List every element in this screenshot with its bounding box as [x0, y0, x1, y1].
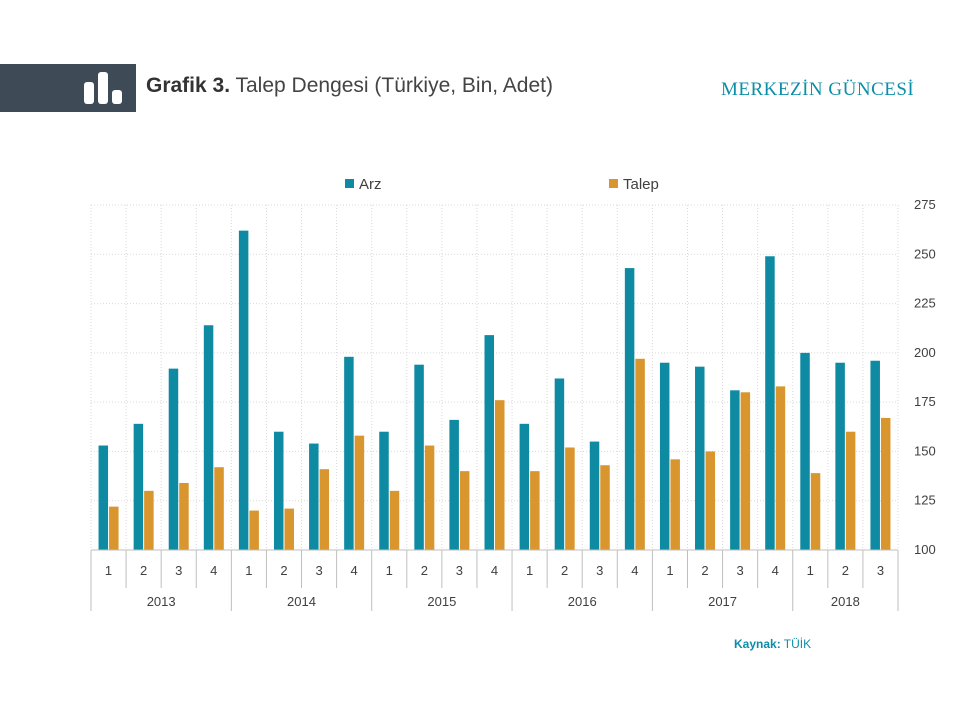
- bar-talep: [705, 451, 716, 550]
- legend-swatch-talep: [609, 179, 618, 188]
- bar-arz: [98, 445, 109, 550]
- y-tick-label: 100: [914, 542, 936, 557]
- x-tick-label: 2: [280, 563, 287, 578]
- bar-arz: [519, 423, 530, 550]
- bar-arz: [379, 431, 389, 550]
- y-tick-label: 200: [914, 345, 936, 360]
- bar-arz: [344, 356, 354, 550]
- x-tick-label: 4: [631, 563, 638, 578]
- bar-arz: [133, 423, 144, 550]
- bar-arz: [800, 352, 810, 550]
- y-tick-label: 125: [914, 493, 936, 508]
- bar-talep: [845, 431, 856, 550]
- title-text: Talep Dengesi (Türkiye, Bin, Adet): [230, 74, 553, 97]
- y-tick-label: 250: [914, 246, 936, 261]
- bar-arz: [484, 335, 494, 550]
- y-tick-label: 275: [914, 197, 936, 212]
- x-tick-label: 1: [105, 563, 112, 578]
- year-label: 2014: [287, 594, 316, 609]
- x-tick-label: 2: [561, 563, 568, 578]
- x-tick-label: 3: [456, 563, 463, 578]
- bar-talep: [354, 435, 365, 550]
- legend-label-arz: Arz: [359, 176, 382, 193]
- bar-talep: [530, 471, 540, 550]
- bar-talep: [249, 510, 259, 550]
- bar-talep: [810, 473, 821, 550]
- bar-arz: [870, 360, 880, 550]
- bar-arz: [273, 431, 284, 550]
- bar-talep: [495, 400, 505, 550]
- bar-talep: [670, 459, 680, 550]
- source-value: TÜİK: [780, 637, 812, 651]
- x-tick-label: 3: [315, 563, 322, 578]
- title-prefix: Grafik 3.: [146, 74, 231, 97]
- x-tick-label: 3: [596, 563, 603, 578]
- bar-arz: [624, 268, 635, 550]
- bar-arz: [589, 441, 600, 550]
- bar-talep: [600, 465, 610, 550]
- bar-talep: [459, 471, 470, 550]
- x-tick-label: 3: [175, 563, 182, 578]
- bar-arz: [765, 256, 775, 550]
- bar-arz: [835, 362, 845, 550]
- year-label: 2018: [831, 594, 860, 609]
- x-tick-label: 4: [210, 563, 217, 578]
- bar-arz: [168, 368, 179, 550]
- x-tick-label: 2: [140, 563, 147, 578]
- bar-arz: [695, 366, 705, 550]
- bar-talep: [880, 417, 891, 550]
- bar-chart-icon: [84, 72, 122, 104]
- x-tick-label: 1: [666, 563, 673, 578]
- y-tick-label: 225: [914, 296, 936, 311]
- bar-arz: [659, 362, 670, 550]
- x-tick-label: 3: [736, 563, 743, 578]
- header-band: [0, 64, 136, 112]
- bar-talep: [424, 445, 435, 550]
- x-tick-label: 1: [526, 563, 533, 578]
- bar-arz: [238, 230, 249, 550]
- bar-talep: [740, 392, 751, 550]
- bar-talep: [144, 490, 154, 550]
- x-tick-label: 3: [877, 563, 884, 578]
- bar-arz: [203, 325, 214, 550]
- legend-label-talep: Talep: [623, 176, 659, 193]
- year-label: 2015: [427, 594, 456, 609]
- bar-talep: [319, 469, 330, 550]
- x-tick-label: 2: [842, 563, 849, 578]
- x-tick-label: 1: [807, 563, 814, 578]
- bar-talep: [775, 386, 786, 550]
- bar-arz: [730, 390, 740, 550]
- year-label: 2016: [568, 594, 597, 609]
- source-label: Kaynak:: [734, 637, 781, 651]
- x-tick-label: 1: [386, 563, 393, 578]
- bar-arz: [554, 378, 565, 550]
- bar-arz: [309, 443, 319, 550]
- x-tick-label: 4: [772, 563, 779, 578]
- source-note: Kaynak: TÜİK: [734, 637, 811, 651]
- x-tick-label: 2: [421, 563, 428, 578]
- bar-talep: [109, 506, 119, 550]
- bar-arz: [449, 419, 459, 550]
- bar-talep: [179, 482, 189, 550]
- bar-talep: [565, 447, 575, 550]
- x-tick-label: 1: [245, 563, 252, 578]
- page-title: Grafik 3. Talep Dengesi (Türkiye, Bin, A…: [146, 74, 553, 98]
- brand-name: MERKEZİN GÜNCESİ: [721, 79, 915, 100]
- bar-talep: [635, 358, 645, 550]
- year-label: 2013: [147, 594, 176, 609]
- x-tick-label: 4: [351, 563, 358, 578]
- legend-swatch-arz: [345, 179, 354, 188]
- y-tick-label: 175: [914, 394, 936, 409]
- bar-talep: [284, 508, 294, 550]
- y-tick-label: 150: [914, 443, 936, 458]
- bar-talep: [389, 490, 400, 550]
- year-label: 2017: [708, 594, 737, 609]
- bar-arz: [414, 364, 424, 550]
- x-tick-label: 2: [701, 563, 708, 578]
- x-tick-label: 4: [491, 563, 498, 578]
- bar-talep: [214, 467, 224, 550]
